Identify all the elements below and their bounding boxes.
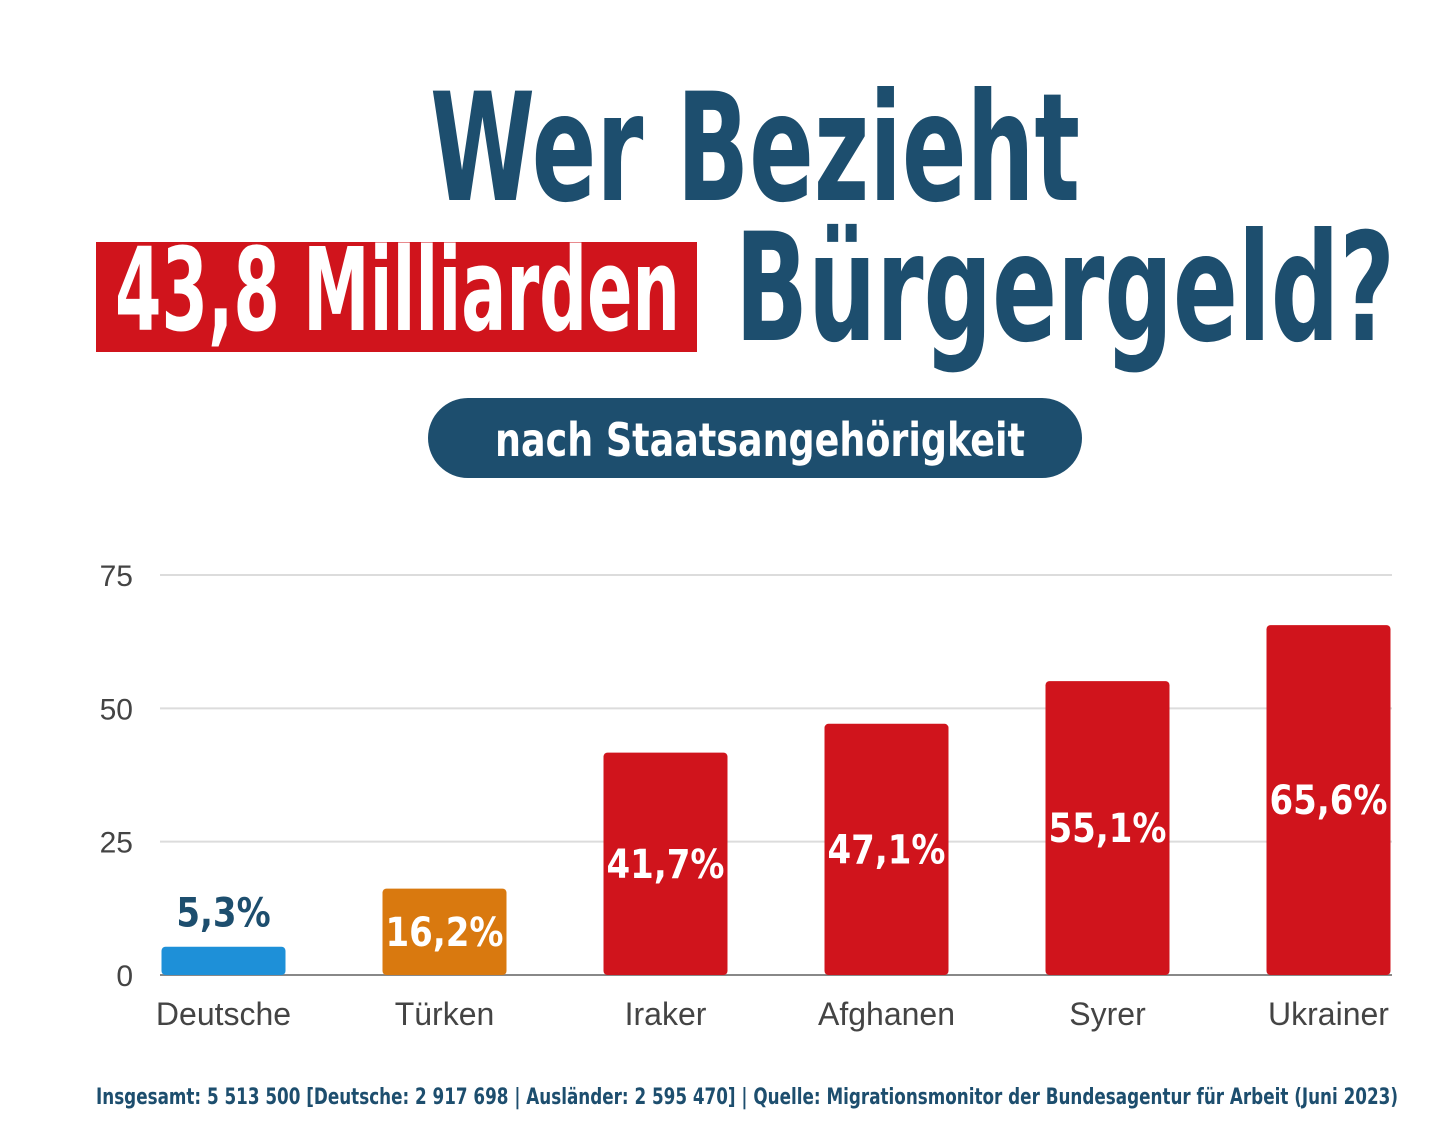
value-label: 65,6%	[1270, 777, 1388, 823]
y-tick-label: 25	[100, 827, 133, 860]
value-label: 41,7%	[607, 841, 725, 887]
value-label: 5,3%	[176, 890, 270, 936]
bar	[161, 946, 286, 975]
highlight-box	[96, 242, 697, 352]
x-tick-label: Ukrainer	[1268, 996, 1389, 1032]
x-tick-label: Syrer	[1069, 996, 1146, 1032]
chart-title: Wer Bezieht	[430, 62, 1080, 236]
bar	[1045, 681, 1170, 975]
bar	[603, 752, 728, 975]
title-highlight: 43,8 Milliarden	[115, 224, 680, 358]
subtitle-pill	[428, 398, 1082, 478]
y-tick-label: 75	[100, 560, 133, 593]
bar	[382, 888, 507, 975]
bar	[824, 723, 949, 975]
subtitle: nach Staatsangehörigkeit	[495, 413, 1025, 467]
value-label: 55,1%	[1049, 805, 1167, 851]
value-label: 47,1%	[828, 827, 946, 873]
source: Insgesamt: 5 513 500 [Deutsche: 2 917 69…	[96, 1085, 1398, 1110]
bar	[1266, 625, 1391, 975]
title-end: Bürgergeld?	[735, 202, 1395, 376]
y-tick-label: 50	[100, 693, 133, 726]
value-label: 16,2%	[386, 909, 504, 955]
x-tick-label: Türken	[395, 996, 495, 1032]
y-tick-label: 0	[116, 960, 133, 993]
x-tick-label: Deutsche	[156, 996, 291, 1032]
x-tick-label: Iraker	[625, 996, 707, 1032]
x-tick-label: Afghanen	[818, 996, 955, 1032]
